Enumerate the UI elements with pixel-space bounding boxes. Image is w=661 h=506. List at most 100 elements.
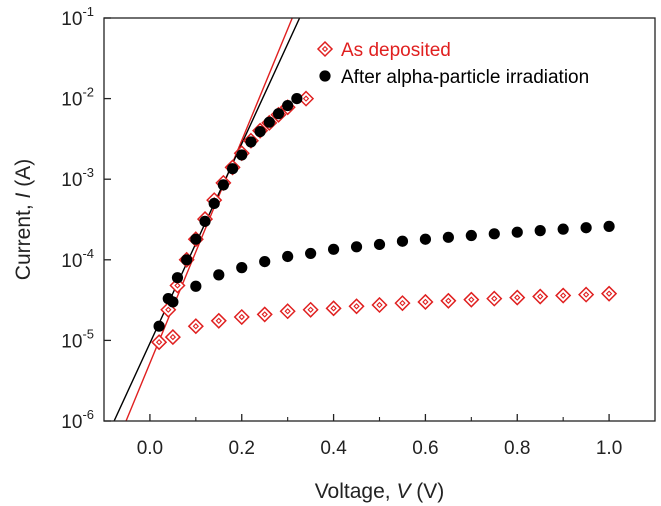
point-after-irradiation [419,233,432,245]
point-after-irradiation [488,228,500,240]
point-after-irradiation [226,163,239,175]
point-after-irradiation [153,320,165,332]
point-after-irradiation [213,269,225,281]
point-after-irradiation [167,296,179,308]
point-after-irradiation [465,229,477,242]
point-as-deposited [463,291,480,308]
y-axis-title: Current, I (A) [12,159,35,280]
y-tick-label: 10-2 [61,85,94,111]
point-as-deposited-inner [215,317,222,324]
point-as-deposited-inner [559,292,567,299]
point-as-deposited [164,329,181,346]
point-as-deposited [371,296,388,314]
point-as-deposited-inner [582,291,590,298]
legend-marker-as-deposited [316,40,334,58]
point-as-deposited-inner [537,293,544,300]
x-tick-label: 0.8 [504,438,530,459]
point-as-deposited-inner [422,298,429,306]
point-as-deposited-inner [468,296,475,303]
point-after-irradiation [282,99,294,112]
y-tick-label: 10-4 [61,246,94,272]
point-as-deposited [486,290,503,307]
point-after-irradiation [282,250,294,263]
point-after-irradiation [217,179,229,191]
x-axis-title: Voltage, V (V) [315,480,445,503]
point-as-deposited [348,298,365,315]
point-as-deposited-inner [284,308,291,315]
point-as-deposited-inner [261,311,268,318]
point-as-deposited-inner [605,290,613,297]
x-tick-label: 1.0 [596,438,622,459]
legend: As deposited After alpha-particle irradi… [316,40,589,88]
point-as-deposited-inner [514,294,521,301]
x-tick-label: 0.0 [137,438,163,459]
point-as-deposited [279,303,296,320]
point-as-deposited-inner [155,339,163,346]
point-after-irradiation [511,226,523,238]
y-tick-label: 10-5 [61,326,94,352]
point-after-irradiation [181,254,193,266]
point-as-deposited [417,293,434,311]
point-after-irradiation [236,149,248,161]
point-after-irradiation [272,108,285,120]
point-after-irradiation [245,136,257,148]
point-after-irradiation [442,231,454,243]
point-as-deposited [532,288,549,305]
point-as-deposited [440,292,457,309]
point-as-deposited [151,334,168,351]
point-as-deposited-inner [174,282,181,289]
point-as-deposited [601,285,618,302]
point-after-irradiation [373,238,386,251]
point-after-irradiation [263,116,275,128]
point-after-irradiation [350,241,363,253]
point-as-deposited [233,308,250,326]
point-after-irradiation [190,233,202,245]
point-as-deposited [325,300,342,317]
point-after-irradiation [327,243,340,255]
point-as-deposited-inner [399,299,406,307]
point-as-deposited [555,287,572,304]
point-as-deposited [187,318,204,335]
x-tick-label: 0.6 [412,438,438,459]
legend-label-as-deposited: As deposited [341,40,451,61]
point-as-deposited-inner [169,333,177,341]
y-tick-label: 10-3 [61,165,94,191]
point-as-deposited-inner [376,301,383,309]
point-as-deposited-inner [330,305,337,312]
point-as-deposited [394,295,411,312]
legend-label-after-irradiation: After alpha-particle irradiation [341,67,589,88]
point-after-irradiation [603,220,615,232]
point-as-deposited-inner [491,295,498,302]
data-points [151,90,618,351]
point-as-deposited [509,289,526,306]
point-as-deposited [578,286,595,303]
legend-diamond-icon-inner [321,45,329,53]
y-tick-label: 10-1 [61,4,94,30]
point-as-deposited-inner [165,306,172,313]
x-tick-label: 0.4 [320,438,347,459]
point-after-irradiation [580,222,592,234]
legend-diamond-icon [316,40,334,58]
point-after-irradiation [305,247,317,260]
point-as-deposited [210,312,227,329]
point-after-irradiation [259,255,271,268]
point-as-deposited-inner [192,323,200,330]
legend-marker-after-irradiation [319,70,331,82]
point-after-irradiation [190,280,202,292]
point-as-deposited [256,306,273,323]
point-as-deposited-inner [307,306,314,313]
point-as-deposited-inner [302,95,310,102]
point-as-deposited-inner [445,297,452,304]
point-after-irradiation [396,235,409,247]
point-after-irradiation [534,225,546,237]
legend-dot-icon [319,70,331,82]
point-as-deposited [302,301,319,318]
point-as-deposited-inner [238,313,245,321]
point-after-irradiation [208,197,220,210]
point-after-irradiation [171,272,184,284]
point-after-irradiation [254,125,266,138]
x-tick-label: 0.2 [229,438,255,459]
y-tick-label: 10-6 [61,407,94,433]
point-after-irradiation [291,93,303,105]
